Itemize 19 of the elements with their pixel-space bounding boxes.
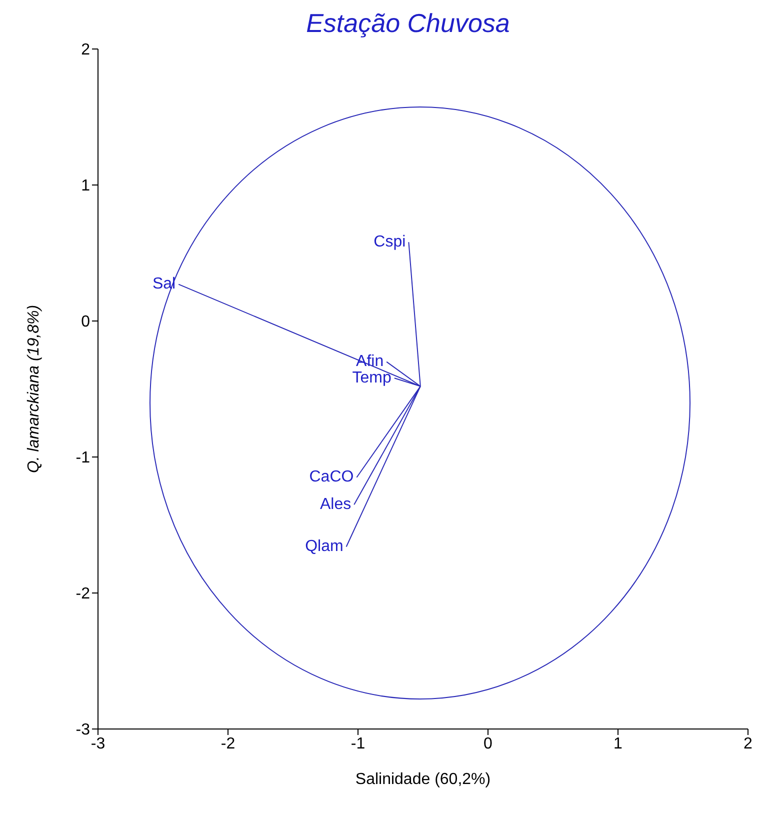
y-tick-label: -3 (76, 722, 90, 739)
series-label: CaCO (309, 468, 354, 486)
series-label: Temp (352, 369, 392, 386)
y-tick-label: 2 (81, 42, 90, 59)
x-tick-label: -1 (350, 735, 366, 752)
y-tick-label: -2 (76, 586, 90, 603)
x-tick-label: 1 (614, 735, 623, 752)
y-tick-label: 0 (81, 314, 90, 331)
x-tick-label: -2 (220, 735, 236, 752)
series-label: Cspi (374, 233, 406, 250)
series-label: Qlam (305, 538, 344, 555)
x-tick-label: 0 (484, 735, 493, 752)
chart-title: Estação Chuvosa (305, 8, 511, 39)
y-tick-label: 1 (81, 178, 90, 195)
x-axis-title: Salinidade (60,2%) (355, 771, 491, 788)
y-axis-title: Q. lamarckiana (19,8%) (26, 304, 43, 474)
series-label: Ales (320, 496, 352, 513)
x-tick-label: 2 (744, 735, 753, 752)
y-tick-label: -1 (76, 450, 90, 467)
